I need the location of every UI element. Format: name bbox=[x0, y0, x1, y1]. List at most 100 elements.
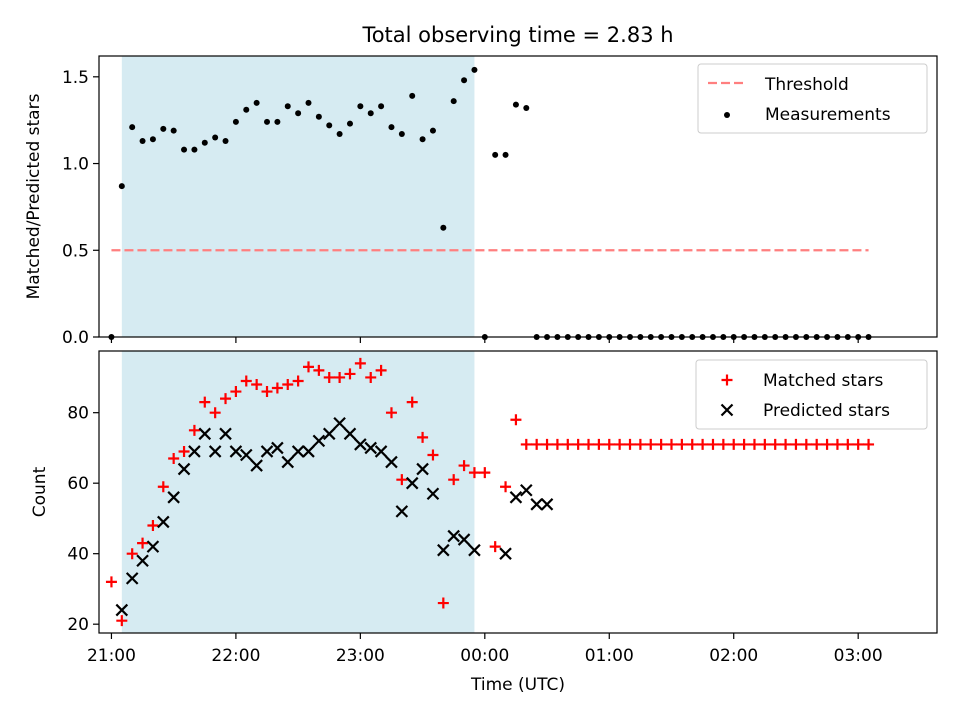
predicted-star-point bbox=[416, 462, 429, 476]
measurement-point bbox=[326, 122, 333, 129]
matched-star-point bbox=[634, 438, 646, 450]
predicted-star-point bbox=[395, 505, 409, 518]
y-tick-label: 0.5 bbox=[62, 241, 89, 261]
matched-star-point bbox=[313, 364, 325, 376]
matched-star-point bbox=[168, 453, 180, 465]
measurement-point bbox=[181, 146, 188, 153]
measurement-point bbox=[346, 120, 353, 127]
matched-star-point bbox=[593, 438, 605, 450]
matched-star-point bbox=[116, 615, 128, 627]
predicted-star-point bbox=[208, 445, 222, 458]
matched-star-point bbox=[375, 364, 387, 376]
bottom-panel-frame bbox=[98, 350, 938, 634]
matched-star-point bbox=[427, 449, 439, 461]
matched-star-point bbox=[655, 438, 667, 450]
measurement-point bbox=[492, 151, 499, 158]
top-panel: 0.0 0.5 1.0 1.5 Matched/Predicted stars Thr… bbox=[24, 55, 938, 348]
measurements-legend-symbol bbox=[724, 112, 730, 118]
predicted-star-point bbox=[374, 445, 388, 458]
matched-star-point bbox=[385, 407, 397, 419]
y-tick-label: 60 bbox=[67, 474, 89, 494]
matched-star-point bbox=[863, 438, 875, 450]
matched-stars-legend-label: Matched stars bbox=[763, 371, 883, 391]
measurement-point bbox=[502, 151, 509, 158]
matched-star-point bbox=[479, 467, 491, 479]
predicted-star-point bbox=[385, 455, 398, 469]
observing-span-shade-top bbox=[121, 56, 475, 337]
matched-star-point bbox=[572, 438, 584, 450]
bottom-panel: 20 40 60 80 21:00 22:00 23:00 00:00 01:00 02:00 0… bbox=[30, 350, 938, 666]
matched-star-point bbox=[406, 396, 418, 408]
matched-star-point bbox=[199, 396, 211, 408]
matched-star-point bbox=[531, 438, 543, 450]
matched-star-point bbox=[624, 438, 636, 450]
matched-star-point bbox=[489, 541, 501, 553]
measurement-point bbox=[378, 103, 385, 110]
measurement-point bbox=[232, 118, 239, 125]
measurement-point bbox=[450, 98, 457, 105]
matched-star-point bbox=[551, 438, 563, 450]
x-axis-label: Time (UTC) bbox=[470, 675, 565, 695]
matched-star-point bbox=[676, 438, 688, 450]
predicted-star-point bbox=[540, 498, 554, 511]
y-tick-label: 20 bbox=[67, 615, 89, 635]
predicted-star-point bbox=[146, 540, 160, 553]
measurement-point bbox=[170, 127, 177, 134]
matched-star-point bbox=[614, 438, 626, 450]
predicted-star-point bbox=[426, 487, 440, 501]
measurement-point bbox=[295, 110, 302, 117]
chart-title: Total observing time = 2.83 h bbox=[361, 23, 673, 47]
matched-star-point bbox=[759, 438, 771, 450]
predicted-star-point bbox=[167, 491, 180, 504]
predicted-star-point bbox=[157, 515, 170, 529]
matched-star-point bbox=[209, 407, 221, 419]
predicted-star-point bbox=[354, 438, 367, 451]
measurement-point bbox=[471, 66, 478, 73]
matched-star-point bbox=[697, 438, 709, 450]
measurement-point bbox=[409, 92, 416, 99]
matched-star-point bbox=[303, 361, 314, 373]
x-tick-label: 00:00 bbox=[460, 646, 509, 666]
x-tick-label: 23:00 bbox=[336, 646, 385, 666]
y-tick-label: 80 bbox=[67, 404, 89, 424]
measurement-point bbox=[253, 99, 260, 106]
measurement-point bbox=[191, 146, 198, 153]
matched-star-point bbox=[728, 438, 740, 450]
matched-star-point bbox=[157, 481, 169, 493]
matched-star-point bbox=[178, 445, 190, 457]
predicted-star-point bbox=[219, 427, 232, 441]
measurement-point bbox=[149, 136, 156, 143]
predicted-star-point bbox=[177, 462, 191, 476]
matched-star-point bbox=[417, 431, 429, 443]
measurements-legend-label: Measurements bbox=[765, 105, 891, 125]
matched-star-point bbox=[105, 576, 117, 588]
predicted-star-point bbox=[530, 498, 543, 511]
matched-star-point bbox=[500, 481, 512, 493]
matched-star-point bbox=[354, 357, 366, 369]
matched-star-point bbox=[707, 438, 719, 450]
matched-star-point bbox=[842, 438, 854, 450]
predicted-star-point bbox=[281, 455, 295, 469]
matched-star-point bbox=[230, 386, 242, 398]
matched-star-point bbox=[458, 460, 470, 472]
bottom-y-axis-label: Count bbox=[30, 466, 50, 517]
matched-star-point bbox=[271, 382, 283, 394]
y-tick-label: 0.0 bbox=[62, 328, 89, 348]
measurement-point bbox=[419, 136, 426, 143]
measurement-point bbox=[129, 124, 136, 131]
x-tick-label: 01:00 bbox=[585, 646, 634, 666]
x-tick-label: 03:00 bbox=[834, 646, 883, 666]
y-tick-label: 1.5 bbox=[62, 68, 89, 88]
matched-star-point bbox=[282, 378, 294, 390]
matched-star-point bbox=[365, 371, 377, 383]
predicted-star-point bbox=[457, 533, 471, 546]
predicted-star-point bbox=[291, 445, 305, 458]
predicted-star-point bbox=[468, 543, 481, 557]
matched-star-point bbox=[261, 386, 273, 398]
measurement-point bbox=[212, 134, 219, 141]
matched-star-point bbox=[831, 438, 843, 450]
top-legend: Threshold Measurements bbox=[697, 63, 928, 134]
predicted-star-point bbox=[229, 445, 243, 458]
matched-star-point bbox=[748, 438, 760, 450]
top-panel-frame bbox=[98, 55, 938, 338]
